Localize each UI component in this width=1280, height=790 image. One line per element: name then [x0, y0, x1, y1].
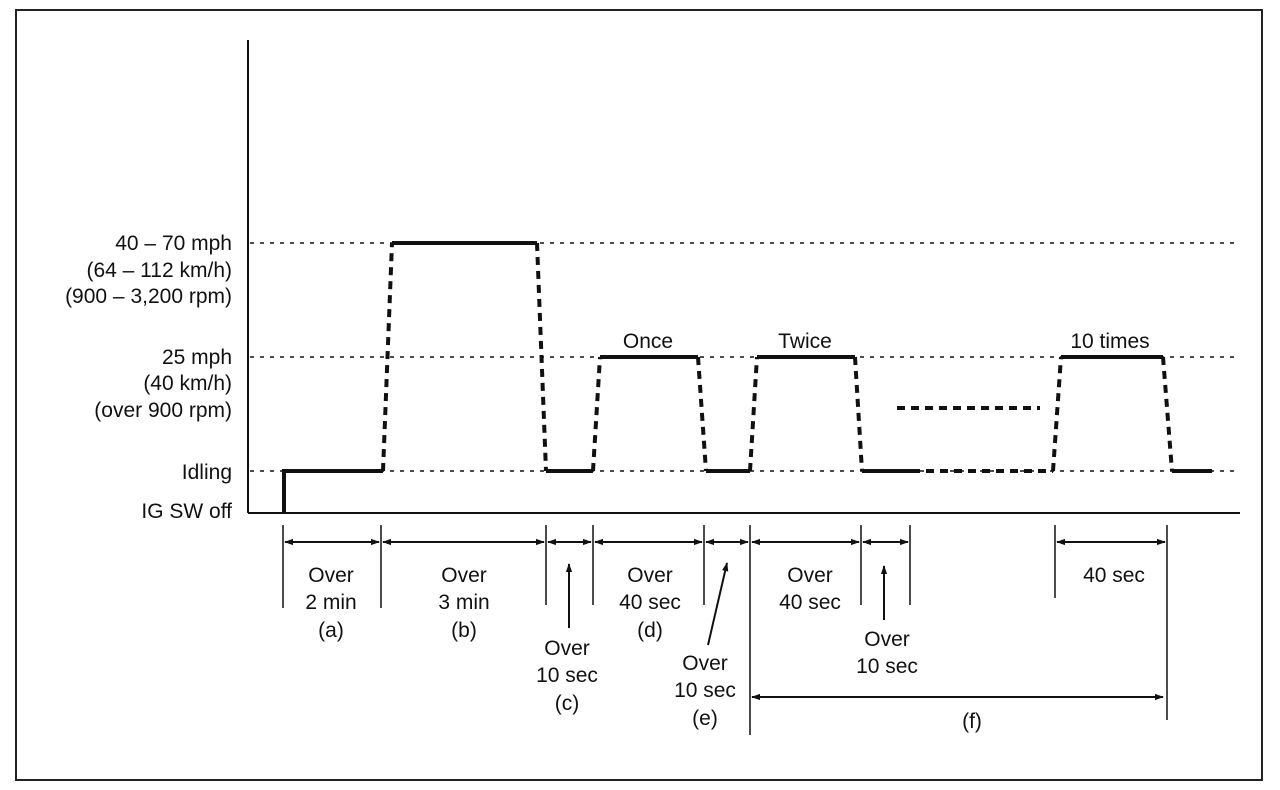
- once-label: Once: [623, 330, 673, 353]
- mid-speed-label-kmh: (40 km/h): [143, 372, 232, 395]
- interval-a-line1: Over: [308, 564, 354, 587]
- idling-label: Idling: [182, 461, 232, 484]
- interval-b-line2: 3 min: [438, 591, 489, 614]
- decel-once: [696, 356, 708, 472]
- interval-e-line2: 10 sec: [674, 679, 736, 702]
- accel-ten-times: [1051, 356, 1063, 472]
- interval-arrows: [284, 538, 1166, 701]
- high-speed-label-kmh: (64 – 112 km/h): [86, 259, 232, 282]
- decel-from-high-speed: [535, 242, 548, 472]
- interval-c-letter: (c): [555, 692, 580, 715]
- interval-f3-label: 40 sec: [1083, 564, 1145, 587]
- interval-f1-line1: Over: [787, 564, 833, 587]
- accel-to-high-speed: [381, 242, 394, 472]
- speed-profile: [282, 241, 1212, 513]
- diagram-frame: [15, 9, 1263, 781]
- speed-transitions: [381, 242, 1174, 473]
- ig-sw-off-label: IG SW off: [141, 500, 232, 523]
- interval-d-line2: 40 sec: [619, 591, 681, 614]
- interval-f2-line1: Over: [864, 628, 910, 651]
- interval-a-letter: (a): [318, 619, 344, 642]
- interval-ticks: [282, 525, 1168, 735]
- accel-once: [591, 356, 602, 472]
- interval-b-line1: Over: [441, 564, 487, 587]
- interval-f-letter: (f): [962, 710, 982, 733]
- decel-ten-times: [1161, 356, 1174, 472]
- twice-label: Twice: [778, 330, 832, 353]
- interval-f1-line2: 40 sec: [779, 591, 841, 614]
- interval-f2-line2: 10 sec: [856, 655, 918, 678]
- interval-d-line1: Over: [627, 564, 673, 587]
- high-speed-label-rpm: (900 – 3,200 rpm): [65, 285, 232, 308]
- accel-twice: [748, 356, 759, 472]
- ten-times-label: 10 times: [1070, 330, 1149, 353]
- interval-b-letter: (b): [451, 619, 477, 642]
- interval-a-line2: 2 min: [305, 591, 356, 614]
- interval-d-letter: (d): [637, 619, 663, 642]
- mid-speed-label-mph: 25 mph: [162, 346, 232, 369]
- interval-c-line1: Over: [544, 637, 590, 660]
- decel-twice: [853, 356, 864, 472]
- start-and-idle-segment: [282, 469, 383, 513]
- interval-e-line1: Over: [682, 652, 728, 675]
- interval-e-pointer: [707, 562, 729, 646]
- interval-e-letter: (e): [692, 707, 718, 730]
- high-speed-label-mph: 40 – 70 mph: [115, 232, 232, 255]
- mid-speed-label-rpm: (over 900 rpm): [94, 399, 232, 422]
- interval-c-line2: 10 sec: [536, 664, 598, 687]
